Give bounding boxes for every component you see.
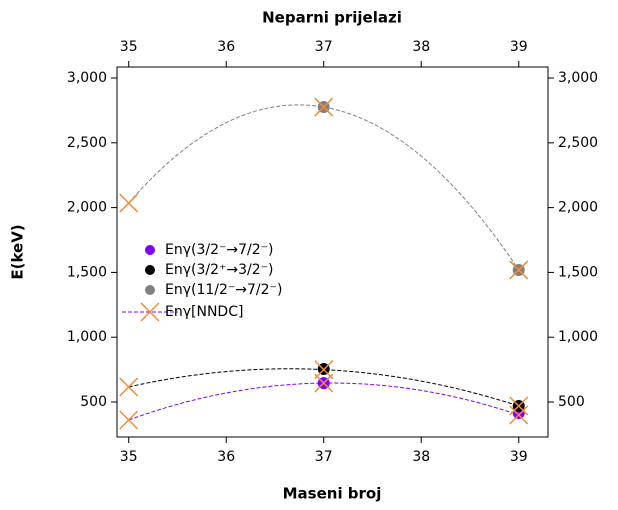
nndc-marker xyxy=(509,260,529,280)
nndc-marker xyxy=(119,410,139,430)
x-top-tick-label: 35 xyxy=(120,39,138,55)
legend-label: Enγ(11/2⁻→7/2⁻) xyxy=(165,282,282,298)
y-right-tick-label: 2,500 xyxy=(558,135,598,151)
nndc-marker xyxy=(314,373,334,393)
nndc-marker xyxy=(509,396,529,416)
fit-curve xyxy=(128,104,520,271)
x-tick-label: 37 xyxy=(315,449,333,465)
nndc-marker xyxy=(509,405,529,425)
x-top-tick-label: 38 xyxy=(412,39,430,55)
y-right-tick-label: 1,500 xyxy=(558,264,598,280)
nndc-marker xyxy=(314,97,334,117)
fit-curve xyxy=(128,368,519,407)
y-axis-label: E(keV) xyxy=(9,224,27,279)
nndc-marker xyxy=(119,377,139,397)
legend-marker xyxy=(145,245,155,255)
y-tick-label: 500 xyxy=(80,394,107,410)
x-tick-label: 39 xyxy=(510,449,528,465)
y-right-tick-label: 500 xyxy=(558,394,585,410)
legend-label: Enγ(3/2⁻→7/2⁻) xyxy=(165,242,274,258)
legend-marker xyxy=(140,302,160,322)
plot-frame xyxy=(116,66,549,438)
x-tick-label: 35 xyxy=(120,449,138,465)
nndc-marker xyxy=(119,193,139,213)
x-tick-label: 38 xyxy=(412,449,430,465)
legend-label: Enγ[NNDC] xyxy=(165,304,243,320)
x-axis-label: Maseni broj xyxy=(283,485,382,503)
legend-label: Enγ(3/2⁺→3/2⁻) xyxy=(165,262,274,278)
legend-marker xyxy=(145,285,155,295)
y-right-tick-label: 2,000 xyxy=(558,200,598,216)
x-top-tick-label: 39 xyxy=(510,39,528,55)
y-right-tick-label: 3,000 xyxy=(558,70,598,86)
nndc-marker xyxy=(314,360,334,380)
x-top-tick-label: 37 xyxy=(315,39,333,55)
y-tick-label: 1,500 xyxy=(67,264,107,280)
chart-title: Neparni prijelazi xyxy=(262,9,402,27)
y-right-tick-label: 1,000 xyxy=(558,329,598,345)
y-tick-label: 2,500 xyxy=(67,135,107,151)
x-top-tick-label: 36 xyxy=(217,39,235,55)
legend-marker xyxy=(145,265,155,275)
y-tick-label: 1,000 xyxy=(67,329,107,345)
y-tick-label: 3,000 xyxy=(67,70,107,86)
y-tick-label: 2,000 xyxy=(67,200,107,216)
x-tick-label: 36 xyxy=(217,449,235,465)
